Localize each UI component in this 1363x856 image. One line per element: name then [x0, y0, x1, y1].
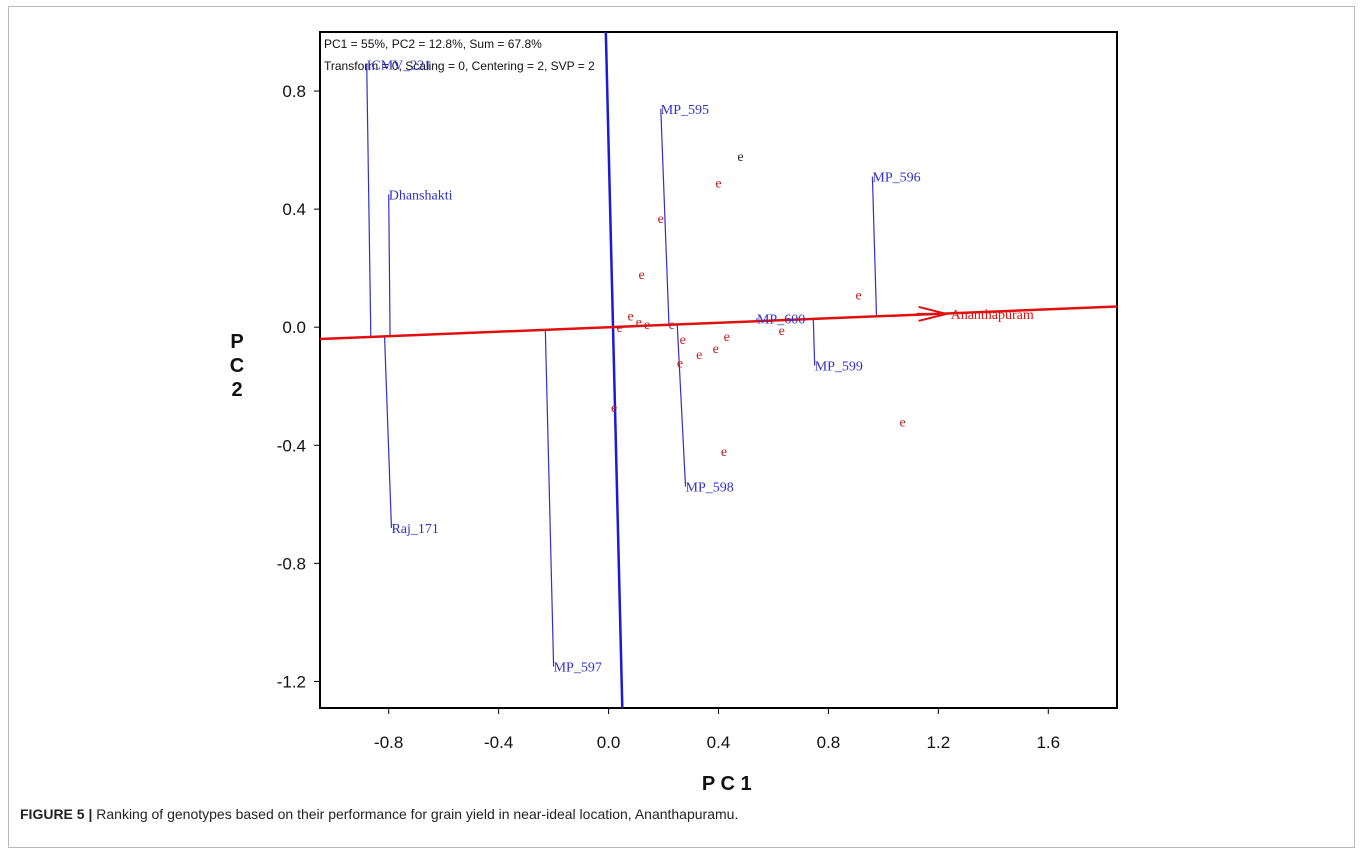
x-axis-label: P C 1 [702, 773, 752, 795]
genotype-label: MP_599 [815, 360, 863, 375]
env-point-marker: e [644, 318, 650, 333]
y-tick-label: 0.0 [282, 318, 306, 337]
genotype-projection-line [871, 176, 878, 317]
env-point-marker: e [611, 401, 617, 416]
genotype-label: MP_597 [554, 661, 602, 676]
env-point-marker: e [677, 357, 683, 372]
env-point-marker: e [721, 445, 727, 460]
figure-frame [8, 6, 1355, 848]
env-point-marker: e [737, 150, 743, 165]
x-tick-label: 0.0 [597, 733, 621, 752]
env-point-marker: e [669, 318, 675, 333]
x-tick-label: -0.4 [484, 733, 513, 752]
environment-label: Ananthapuram [951, 308, 1034, 323]
x-tick-label: 1.2 [927, 733, 951, 752]
env-point-marker: e [696, 348, 702, 363]
info-line-1: PC1 = 55%, PC2 = 12.8%, Sum = 67.8% [324, 37, 542, 51]
env-point-marker: e [636, 315, 642, 330]
env-point-marker: e [715, 177, 721, 192]
y-tick-label: -1.2 [277, 672, 306, 691]
y-tick-label: -0.4 [277, 436, 306, 455]
caption-label: FIGURE 5 | [20, 806, 93, 822]
genotype-projection-line [676, 325, 687, 487]
y-tick-label: -0.8 [277, 554, 306, 573]
y-tick-label: 0.8 [282, 82, 306, 101]
genotype-label: ICMV_221 [367, 58, 432, 73]
env-point-marker: e [680, 333, 686, 348]
env-point-marker: e [627, 309, 633, 324]
plot-area-border [319, 31, 1118, 709]
genotype-label: MP_600 [757, 312, 805, 327]
env-point-marker: e [616, 321, 622, 336]
perpendicular-axis-line [604, 32, 624, 708]
genotype-label: Dhanshakti [389, 188, 453, 203]
x-tick-label: 0.8 [817, 733, 841, 752]
genotype-label: MP_595 [661, 103, 709, 118]
genotype-label: Raj_171 [391, 522, 438, 537]
x-tick-label: 0.4 [707, 733, 731, 752]
figure-caption: FIGURE 5 | Ranking of genotypes based on… [20, 806, 1340, 822]
genotype-projection-line [383, 336, 393, 528]
info-line-2: Transform = 0, Scaling = 0, Centering = … [324, 59, 595, 73]
env-point-marker: e [724, 330, 730, 345]
x-tick-label: 1.6 [1036, 733, 1060, 752]
genotype-label: MP_598 [686, 481, 734, 496]
env-point-marker: e [658, 212, 664, 227]
genotype-projection-line [812, 319, 816, 366]
env-point-marker: e [856, 289, 862, 304]
genotype-projection-line [544, 330, 555, 667]
genotype-projection-line [388, 194, 391, 337]
genotype-projection-line [366, 64, 372, 338]
x-tick-label: -0.8 [374, 733, 403, 752]
env-point-marker: e [713, 342, 719, 357]
y-tick-label: 0.4 [282, 200, 306, 219]
aec-axis-line [320, 305, 1117, 341]
genotype-label: MP_596 [872, 171, 920, 186]
env-point-marker: e [779, 324, 785, 339]
env-point-marker: e [638, 268, 644, 283]
genotype-projection-line [660, 108, 670, 327]
y-axis-label: 2 [231, 379, 242, 401]
caption-text: Ranking of genotypes based on their perf… [92, 806, 739, 822]
gge-biplot: -0.8 -0.4 0.0 0.4 0.8 1.2 1.6 0.8 0.4 0.0 -0.4 -0.8… [230, 31, 1118, 795]
y-axis-label: P [230, 331, 243, 353]
env-point-marker: e [900, 416, 906, 431]
y-axis-label: C [230, 355, 244, 377]
